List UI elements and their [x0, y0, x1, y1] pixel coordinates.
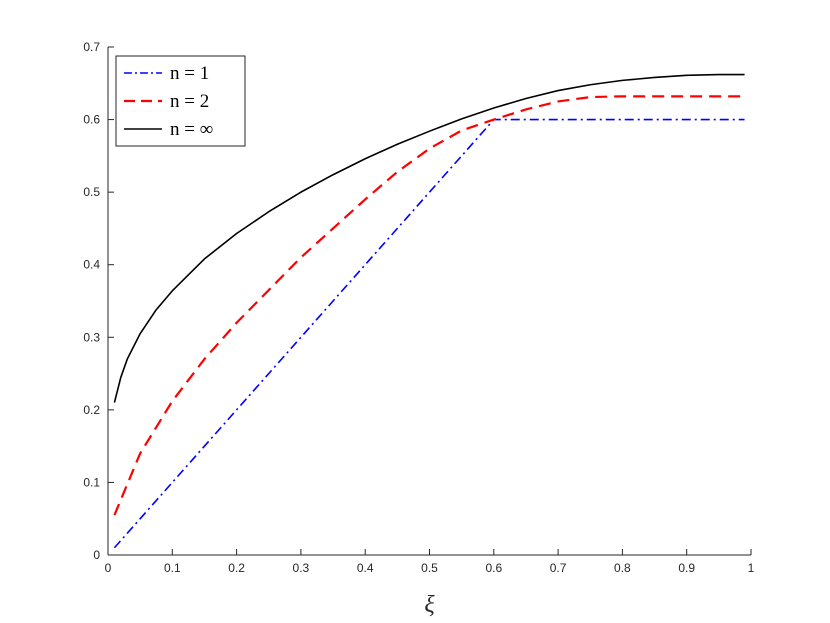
- x-tick-label: 0.8: [614, 561, 631, 575]
- x-tick-label: 0.9: [678, 561, 695, 575]
- legend-label-3: n = ∞: [170, 119, 213, 140]
- series-layer: [113, 73, 745, 549]
- x-tick-label: 0.1: [164, 561, 181, 575]
- y-tick-label: 0.2: [83, 403, 100, 417]
- legend-box: [115, 55, 246, 147]
- y-tick-label: 0: [93, 548, 100, 562]
- x-tick-label: 0.6: [485, 561, 502, 575]
- legend-label-1: n = 1: [170, 63, 209, 84]
- y-tick-label: 0.7: [83, 40, 100, 54]
- y-tick-label: 0.3: [83, 330, 100, 344]
- series-line-3: [113, 73, 745, 403]
- x-axis-label: ξ: [424, 592, 435, 618]
- legend-label-2: n = 2: [170, 91, 209, 112]
- series-line-1: [113, 118, 745, 549]
- x-tick-label: 0.5: [421, 561, 438, 575]
- x-tick-label: 0.4: [357, 561, 374, 575]
- x-tick-label: 0: [105, 561, 112, 575]
- y-tick-label: 0.6: [83, 113, 100, 127]
- x-tick-label: 0.2: [228, 561, 245, 575]
- legend: n = 1 n = 2 n = ∞: [115, 55, 246, 147]
- y-tick-label: 0.1: [83, 475, 100, 489]
- y-tick-label: 0.5: [83, 185, 100, 199]
- axes-layer: 0 0.1 0.2 0.3 0.4 0.5 0.6 0.7 0.8 0.9 1 0 0.1 0.2 0.3 0…: [83, 40, 754, 618]
- y-tick-label: 0.4: [83, 258, 100, 272]
- series-line-2: [113, 95, 745, 516]
- x-tick-label: 0.7: [550, 561, 567, 575]
- x-tick-label: 1: [748, 561, 755, 575]
- x-tick-label: 0.3: [293, 561, 310, 575]
